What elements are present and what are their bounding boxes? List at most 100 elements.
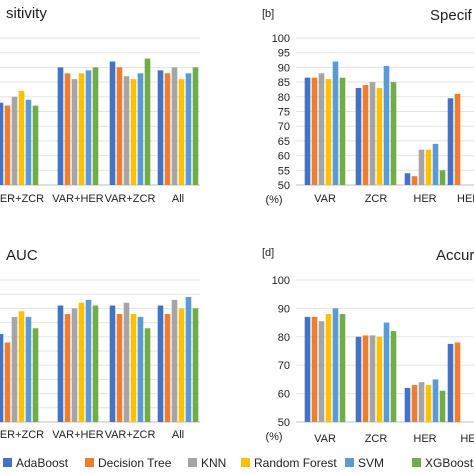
bar-xgboost [144,328,151,422]
y-tick-label: 100 [272,33,290,45]
category-label: VAR+ZCR [105,193,156,205]
bar-adaboost [304,316,311,422]
y-tick-label: 60 [278,151,290,163]
bar-adaboost [447,98,454,185]
bar-random-forest [130,314,137,422]
legend-label: SVM [358,456,384,470]
chart-title: AUC [6,247,38,264]
y-tick-label: 55 [278,165,290,177]
bar-random-forest [376,87,383,185]
bar-decision-tree [116,314,123,422]
bar-random-forest [18,311,25,422]
bar-decision-tree [411,385,418,422]
legend-swatch [345,458,354,467]
bar-knn [369,335,376,422]
bar-decision-tree [311,77,318,185]
chart-panel-4: 50 60 70 80 90 100 (%) VAR ZCR HER HE [d] Accur [262,247,474,445]
legend-swatch [85,458,94,467]
bar-knn [123,302,130,422]
bar-random-forest [130,79,137,185]
bar-decision-tree [454,342,461,422]
bar-random-forest [78,302,85,422]
y-tick-label: 70 [278,360,290,372]
bar-xgboost [192,67,199,185]
category-label: VAR [314,193,336,205]
bar-adaboost [157,70,164,185]
category-label: HEF [457,193,474,205]
legend-label: KNN [201,456,226,470]
bar-xgboost [92,67,99,185]
category-label: VAR [314,433,336,445]
bar-svm [432,143,439,185]
category-label: HER+ZCR [0,429,44,441]
bar-adaboost [404,387,411,422]
y-tick-label: 60 [278,389,290,401]
bar-xgboost [439,390,446,422]
y-tick-label: 90 [278,303,290,315]
category-label: HER [413,433,436,445]
bar-adaboost [447,343,454,422]
bar-knn [171,67,178,185]
y-axis-ticks: 50 60 70 80 90 100 [272,275,290,429]
bar-svm [25,99,32,185]
y-tick-label: 80 [278,92,290,104]
bar-adaboost [355,87,362,185]
bar-svm [383,65,390,185]
bar-xgboost [339,77,346,185]
bar-decision-tree [164,73,171,185]
legend-label: XGBoost [425,456,474,470]
bar-adaboost [157,305,164,422]
y-axis-ticks: 50 55 60 65 70 75 80 85 90 95 100 [272,33,290,192]
bar-random-forest [178,79,185,185]
y-tick-label: 50 [278,417,290,429]
bar-decision-tree [411,176,418,185]
y-axis-label: (%) [265,431,282,443]
bar-adaboost [304,77,311,185]
bar-decision-tree [64,314,71,422]
bar-adaboost [404,173,411,185]
bar-knn [71,308,78,422]
bar-adaboost [57,305,64,422]
y-tick-label: 80 [278,332,290,344]
y-tick-label: 95 [278,48,290,60]
bar-decision-tree [4,342,11,422]
y-tick-label: 90 [278,62,290,74]
legend-item: Decision Tree [85,456,172,470]
bar-svm [383,322,390,422]
legend-swatch [241,458,250,467]
bar-random-forest [78,73,85,185]
bar-xgboost [192,308,199,422]
legend-item: AdaBoost [3,456,69,470]
bar-xgboost [390,82,397,185]
category-label: HER+ZCR [0,193,44,205]
bar-svm [137,316,144,422]
bar-xgboost [92,305,99,422]
bar-knn [71,79,78,185]
chart-title: Accur [436,247,474,264]
chart-title: Specif [430,7,473,24]
bar-knn [418,149,425,185]
bar-knn [171,299,178,422]
y-tick-label: 85 [278,77,290,89]
chart-panel-2: 50 55 60 65 70 75 80 85 90 95 100 (%) VAR ZCR HER HEF [b… [262,7,474,206]
bar-knn [418,382,425,422]
bar-svm [185,73,192,185]
bar-xgboost [390,331,397,422]
bar-knn [369,82,376,185]
chart-title: sitivity [6,5,47,22]
bar-svm [85,299,92,422]
bar-random-forest [18,90,25,185]
bar-svm [185,297,192,422]
bar-decision-tree [362,85,369,185]
bar-xgboost [339,314,346,422]
bar-svm [25,316,32,422]
category-label: All [172,193,184,205]
category-label: HER [413,193,436,205]
bar-adaboost [57,67,64,185]
legend-swatch [412,458,421,467]
bars [304,61,461,185]
bar-random-forest [425,385,432,422]
